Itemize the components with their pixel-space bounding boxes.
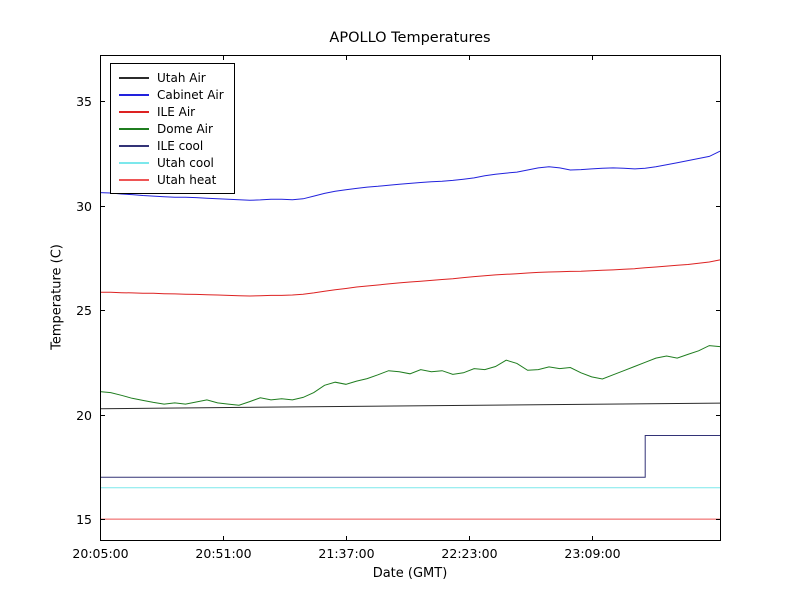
- y-tick-label: 35: [76, 94, 92, 109]
- legend-item: Dome Air: [119, 120, 224, 137]
- y-tick-label: 25: [76, 303, 92, 318]
- legend-label: Dome Air: [157, 121, 213, 136]
- x-axis-label: Date (GMT): [372, 566, 448, 581]
- y-tick-label: 30: [76, 199, 92, 214]
- series-line-dome-air: [99, 345, 721, 406]
- x-tick-label: 20:05:00: [72, 546, 128, 561]
- x-tick-label: 20:51:00: [195, 546, 251, 561]
- legend-item: ILE cool: [119, 137, 224, 154]
- legend-label: Utah heat: [157, 172, 217, 187]
- legend-line-icon: [119, 144, 149, 147]
- x-tick-label: 21:37:00: [318, 546, 374, 561]
- legend-label: ILE Air: [157, 104, 196, 119]
- series-line-cabinet-air: [99, 150, 721, 201]
- legend-label: ILE cool: [157, 138, 204, 153]
- legend-line-icon: [119, 76, 149, 79]
- y-tick-label: 15: [76, 512, 92, 527]
- legend-line-icon: [119, 110, 149, 113]
- legend-line-icon: [119, 93, 149, 96]
- legend-item: ILE Air: [119, 103, 224, 120]
- x-tick-label: 23:09:00: [564, 546, 620, 561]
- y-axis-label: Temperature (C): [49, 244, 65, 350]
- legend-label: Utah cool: [157, 155, 214, 170]
- legend-label: Cabinet Air: [157, 87, 224, 102]
- legend-item: Utah cool: [119, 154, 224, 171]
- legend-line-icon: [119, 161, 149, 164]
- series-line-ile-air: [100, 259, 721, 297]
- series-line-utah-air: [99, 402, 721, 410]
- legend-line-icon: [119, 178, 149, 181]
- legend-item: Utah heat: [119, 171, 224, 188]
- legend-item: Utah Air: [119, 69, 224, 86]
- x-tick-label: 22:23:00: [441, 546, 497, 561]
- legend: Utah Air Cabinet Air ILE Air Dome Air IL…: [110, 63, 235, 194]
- series-line-ile-cool: [100, 435, 720, 478]
- legend-line-icon: [119, 127, 149, 130]
- axes-frame: [100, 55, 721, 541]
- y-tick-label: 20: [76, 408, 92, 423]
- chart-title: APOLLO Temperatures: [329, 30, 491, 46]
- legend-label: Utah Air: [157, 70, 206, 85]
- legend-item: Cabinet Air: [119, 86, 224, 103]
